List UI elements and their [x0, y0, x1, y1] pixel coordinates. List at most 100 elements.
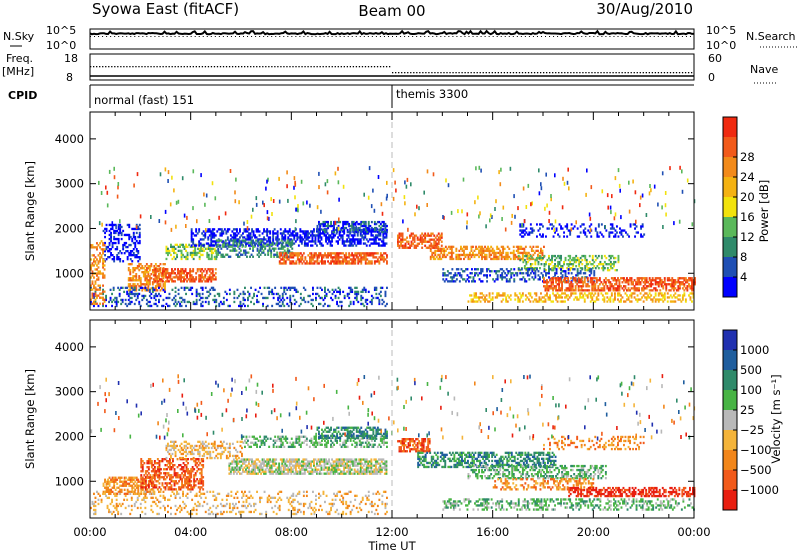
heatmap-cell: [331, 244, 334, 247]
heatmap-cell: [614, 294, 616, 297]
heatmap-cell: [541, 296, 544, 299]
heatmap-cell: [451, 276, 454, 279]
heatmap-cell: [401, 232, 404, 235]
heatmap-cell: [505, 253, 508, 257]
heatmap-cell: [298, 258, 301, 261]
heatmap-cell: [329, 234, 332, 237]
heatmap-cell: [135, 239, 138, 243]
nave-point: [425, 72, 427, 74]
heatmap-cell: [481, 296, 484, 299]
heatmap-cell: [245, 230, 247, 233]
heatmap-cell: [568, 289, 571, 292]
heatmap-cell: [310, 262, 313, 265]
nsearch-point: [472, 36, 474, 37]
heatmap-cell: [376, 236, 379, 239]
heatmap-cell: [272, 238, 275, 241]
heatmap-cell: [564, 272, 567, 275]
nsearch-label: N.Search: [746, 30, 796, 43]
heatmap-cell: [493, 257, 496, 261]
heatmap-cell: [538, 168, 540, 173]
nsearch-point: [267, 36, 269, 37]
heatmap-cell: [434, 257, 437, 261]
heatmap-cell: [130, 300, 133, 304]
heatmap-cell: [267, 251, 270, 254]
heatmap-cell: [645, 213, 648, 217]
heatmap-cell: [427, 232, 430, 235]
heatmap-cell: [684, 287, 687, 290]
heatmap-cell: [540, 256, 543, 260]
heatmap-cell: [585, 260, 588, 264]
heatmap-cell: [525, 263, 528, 266]
heatmap-cell: [133, 183, 135, 188]
heatmap-cell: [477, 195, 479, 200]
heatmap-cell: [201, 253, 204, 257]
heatmap-cell: [544, 285, 547, 288]
heatmap-cell: [263, 296, 266, 300]
heatmap-cell: [601, 298, 604, 301]
heatmap-cell: [475, 247, 478, 251]
heatmap-cell: [683, 294, 686, 297]
heatmap-cell: [123, 243, 126, 247]
nave-point: [482, 72, 484, 74]
heatmap-cell: [370, 232, 373, 235]
heatmap-cell: [357, 256, 360, 259]
heatmap-cell: [366, 254, 369, 257]
heatmap-cell: [210, 236, 213, 239]
heatmap-cell: [142, 287, 145, 290]
heatmap-cell: [283, 262, 286, 265]
nsearch-point: [202, 36, 204, 37]
heatmap-cell: [550, 194, 552, 198]
heatmap-cell: [406, 177, 409, 182]
heatmap-cell: [519, 278, 522, 281]
heatmap-cell: [672, 287, 675, 290]
heatmap-cell: [416, 238, 419, 241]
heatmap-cell: [304, 288, 307, 292]
heatmap-cell: [449, 280, 452, 283]
heatmap-cell: [192, 257, 195, 261]
heatmap-cell: [133, 288, 136, 292]
heatmap-cell: [263, 236, 266, 239]
nave-point: [358, 66, 361, 68]
heatmap-cell: [461, 249, 464, 253]
heatmap-cell: [188, 300, 191, 304]
heatmap-cell: [404, 244, 407, 247]
heatmap-cell: [201, 288, 204, 292]
nsearch-point: [154, 36, 156, 37]
heatmap-cell: [443, 249, 446, 253]
heatmap-cell: [482, 247, 485, 251]
heatmap-cell: [162, 280, 164, 283]
heatmap-cell: [139, 304, 142, 308]
heatmap-cell: [246, 238, 249, 241]
heatmap-cell: [689, 277, 692, 280]
heatmap-cell: [672, 285, 675, 288]
heatmap-cell: [558, 260, 561, 264]
nsearch-point: [331, 36, 333, 37]
heatmap-cell: [491, 247, 494, 251]
heatmap-cell: [180, 296, 183, 300]
heatmap-cell: [584, 269, 587, 272]
heatmap-cell: [204, 276, 207, 279]
heatmap-cell: [252, 230, 255, 233]
heatmap-cell: [614, 233, 617, 236]
heatmap-cell: [113, 231, 116, 235]
heatmap-cell: [612, 298, 615, 301]
station-title: Syowa East (fitACF): [92, 0, 239, 18]
heatmap-cell: [129, 258, 132, 261]
heatmap-cell: [595, 279, 598, 282]
heatmap-cell: [662, 294, 665, 297]
heatmap-cell: [252, 232, 255, 235]
heatmap-cell: [397, 236, 399, 239]
heatmap-cell: [290, 238, 293, 241]
heatmap-cell: [180, 268, 183, 271]
heatmap-cell: [100, 296, 103, 299]
heatmap-cell: [159, 294, 162, 298]
nsearch-point: [327, 36, 329, 37]
heatmap-cell: [366, 230, 369, 234]
heatmap-cell: [165, 272, 167, 275]
heatmap-cell: [111, 225, 114, 229]
heatmap-cell: [552, 283, 555, 286]
heatmap-cell: [370, 242, 373, 245]
heatmap-cell: [222, 300, 225, 304]
heatmap-cell: [185, 245, 188, 249]
heatmap-cell: [373, 236, 376, 239]
